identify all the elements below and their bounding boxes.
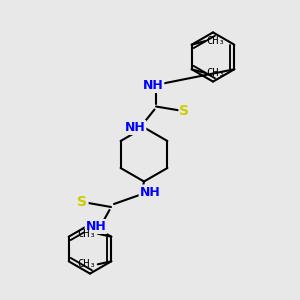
Text: CH₃: CH₃: [207, 36, 225, 46]
Text: NH: NH: [85, 220, 106, 233]
Text: NH: NH: [142, 79, 164, 92]
Text: NH: NH: [140, 185, 160, 199]
Text: S: S: [179, 104, 190, 118]
Text: NH: NH: [124, 121, 146, 134]
Text: CH₃: CH₃: [78, 259, 96, 269]
Text: CH₃: CH₃: [207, 68, 225, 78]
Text: CH₃: CH₃: [78, 229, 96, 239]
Text: S: S: [77, 196, 88, 209]
